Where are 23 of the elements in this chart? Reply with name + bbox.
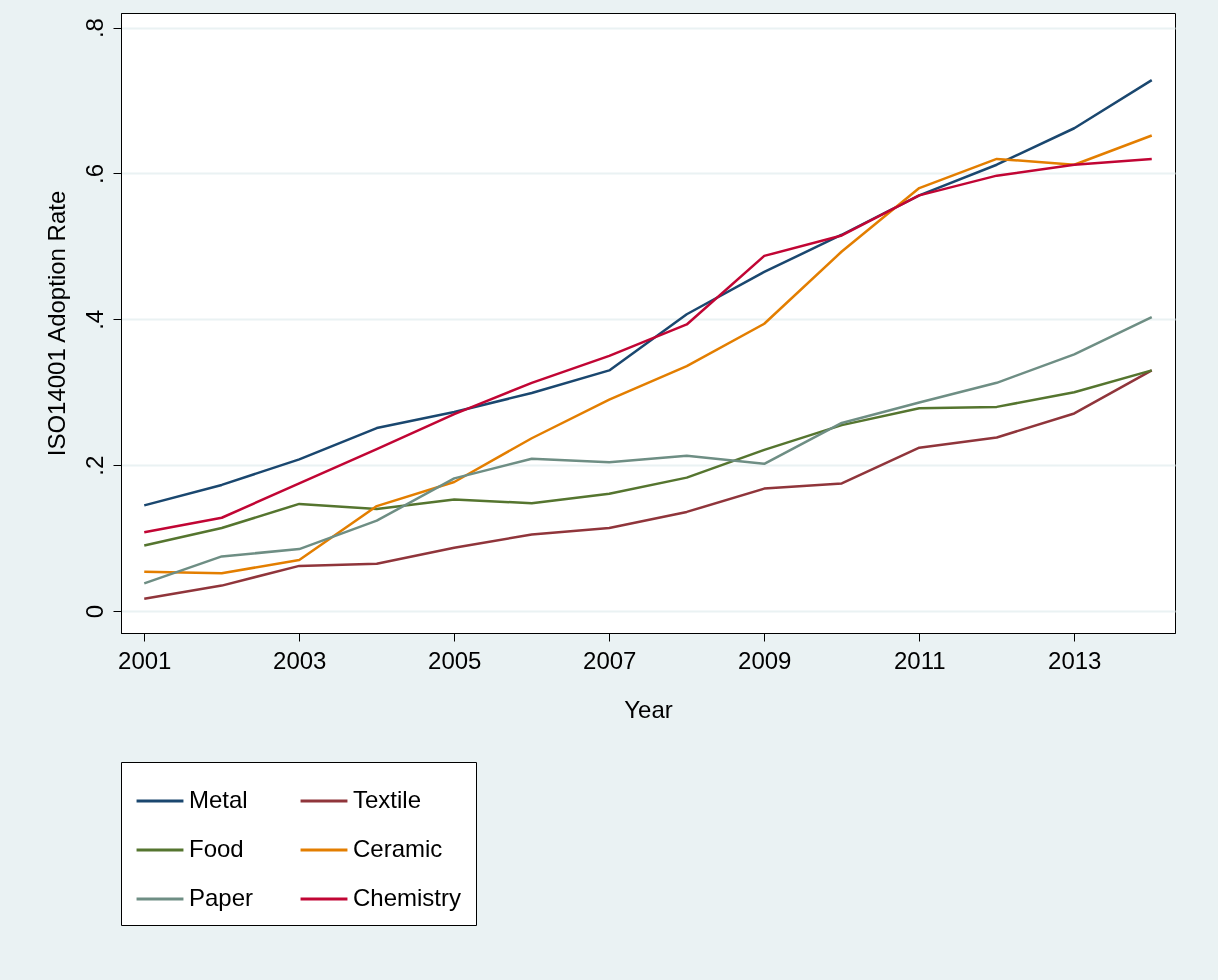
x-axis-title: Year [624, 695, 673, 723]
legend-label: Metal [189, 786, 248, 813]
line-series [143, 369, 1153, 600]
line-series [143, 315, 1153, 585]
x-tick-label: 2001 [118, 646, 172, 674]
x-tick-label: 2013 [1048, 646, 1102, 674]
y-tick-label: .6 [80, 163, 108, 184]
line-series [143, 369, 1153, 547]
y-tick-label: 0 [80, 604, 108, 619]
x-tick-label: 2005 [428, 646, 482, 674]
x-tick-label: 2011 [893, 646, 946, 674]
y-tick-label: .2 [80, 455, 108, 476]
legend-label: Textile [353, 786, 422, 813]
y-tick-label: .4 [80, 309, 108, 330]
legend-label: Food [189, 835, 244, 862]
x-tick-label: 2007 [583, 646, 637, 674]
x-tick-label: 2003 [273, 646, 327, 674]
x-tick-label: 2009 [738, 646, 792, 674]
y-axis-title: ISO14001 Adoption Rate [42, 190, 70, 457]
legend-label: Paper [189, 884, 254, 911]
legend-label: Ceramic [353, 835, 443, 862]
y-tick-label: .8 [80, 18, 108, 39]
legend-label: Chemistry [353, 884, 462, 911]
